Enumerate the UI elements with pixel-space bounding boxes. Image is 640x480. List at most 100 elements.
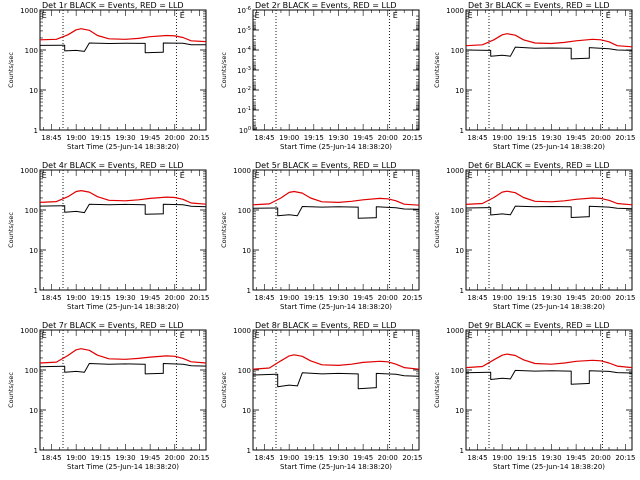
x-axis-label: Start Time (25-Jun-14 18:38:20) [67,463,179,471]
y-axis-label: Counts/sec [220,52,228,88]
y-tick-label: 10 [455,247,464,255]
x-tick-label: 19:15 [91,134,111,142]
y-tick-label: 10-4 [237,46,251,55]
x-tick-label: 19:45 [353,454,373,462]
x-axis-label: Start Time (25-Jun-14 18:38:20) [280,143,392,151]
y-tick-label: 100 [451,367,464,375]
e-marker: E [255,11,260,20]
y-tick-label: 100 [451,207,464,215]
e-marker: E [180,331,185,340]
x-tick-label: 19:15 [304,134,324,142]
y-tick-label: 10-6 [237,6,251,15]
panel-title: Det 3r BLACK = Events, RED = LLD [468,1,610,10]
y-tick-label: 10 [242,247,251,255]
e-marker: E [468,171,473,180]
x-tick-label: 18:45 [467,454,487,462]
y-axis-label: Counts/sec [7,212,15,248]
x-tick-label: 19:00 [492,294,512,302]
x-tick-label: 19:00 [66,294,86,302]
y-tick-label: 10 [29,247,38,255]
e-marker: E [255,331,260,340]
e-marker: E [255,171,260,180]
x-tick-label: 19:30 [328,134,348,142]
y-axis-label: Counts/sec [7,52,15,88]
plot-frame [39,329,207,451]
y-tick-label: 100 [239,126,251,135]
events-series-line [39,42,207,54]
e-marker: E [393,331,398,340]
y-tick-label: 1000 [446,7,464,15]
detector-panel-6: Det 6r BLACK = Events, RED = LLD Counts/s… [433,161,636,311]
e-marker: E [606,11,611,20]
y-tick-label: 1 [460,287,464,295]
x-tick-label: 20:15 [615,454,635,462]
y-tick-label: 10 [455,87,464,95]
x-tick-label: 18:45 [41,294,61,302]
x-tick-label: 19:15 [91,294,111,302]
y-tick-label: 1000 [233,167,251,175]
y-axis-label: Counts/sec [7,372,15,408]
x-tick-label: 19:00 [66,454,86,462]
y-tick-label: 100 [25,367,38,375]
lld-series-line [252,354,420,370]
x-tick-label: 18:45 [254,294,274,302]
e-marker: E [393,11,398,20]
x-tick-label: 19:30 [541,134,561,142]
x-tick-label: 19:00 [279,134,299,142]
lld-series-line [252,190,420,206]
detector-panel-7: Det 7r BLACK = Events, RED = LLD Counts/s… [7,321,210,471]
x-tick-label: 19:00 [279,294,299,302]
plot-frame [39,9,207,131]
x-tick-label: 19:00 [66,134,86,142]
detector-panel-9: Det 9r BLACK = Events, RED = LLD Counts/s… [433,321,636,471]
panel-title: Det 4r BLACK = Events, RED = LLD [42,161,184,170]
e-marker: E [42,171,47,180]
x-tick-label: 19:15 [517,294,537,302]
x-tick-label: 19:00 [492,454,512,462]
x-axis-label: Start Time (25-Jun-14 18:38:20) [280,303,392,311]
lld-series-line [465,33,633,48]
detector-panel-8: Det 8r BLACK = Events, RED = LLD Counts/s… [220,321,423,471]
detector-panel-1: Det 1r BLACK = Events, RED = LLD Counts/s… [7,1,210,151]
x-tick-label: 19:30 [328,294,348,302]
x-axis-label: Start Time (25-Jun-14 18:38:20) [493,303,605,311]
x-tick-label: 20:00 [165,294,185,302]
events-series-line [465,205,633,218]
x-tick-label: 19:15 [304,454,324,462]
y-tick-label: 100 [238,207,251,215]
x-tick-label: 19:45 [353,134,373,142]
x-axis-label: Start Time (25-Jun-14 18:38:20) [280,463,392,471]
y-tick-label: 1000 [20,327,38,335]
x-tick-label: 20:00 [591,134,611,142]
y-tick-label: 10 [29,87,38,95]
plot-frame [252,9,420,131]
x-tick-label: 20:00 [378,294,398,302]
y-tick-label: 1 [247,447,251,455]
y-tick-label: 100 [25,207,38,215]
e-marker: E [180,171,185,180]
y-tick-label: 100 [451,47,464,55]
lld-series-line [465,190,633,206]
panel-title: Det 7r BLACK = Events, RED = LLD [42,321,184,330]
panel-title: Det 8r BLACK = Events, RED = LLD [255,321,397,330]
x-tick-label: 19:45 [566,294,586,302]
events-series-line [465,369,633,385]
x-tick-label: 20:15 [189,134,209,142]
y-tick-label: 10-5 [237,26,251,35]
y-tick-label: 1 [34,127,38,135]
x-tick-label: 20:15 [402,454,422,462]
y-tick-label: 1 [460,447,464,455]
events-series-line [252,206,420,219]
x-tick-label: 19:30 [115,454,135,462]
x-tick-label: 19:15 [91,454,111,462]
x-tick-label: 19:45 [140,134,160,142]
y-tick-label: 10 [455,407,464,415]
events-series-line [465,46,633,60]
panel-title: Det 2r BLACK = Events, RED = LLD [255,1,397,10]
e-marker: E [42,331,47,340]
e-marker: E [180,11,185,20]
y-tick-label: 1 [34,287,38,295]
detector-panel-5: Det 5r BLACK = Events, RED = LLD Counts/s… [220,161,423,311]
y-axis-label: Counts/sec [220,212,228,248]
